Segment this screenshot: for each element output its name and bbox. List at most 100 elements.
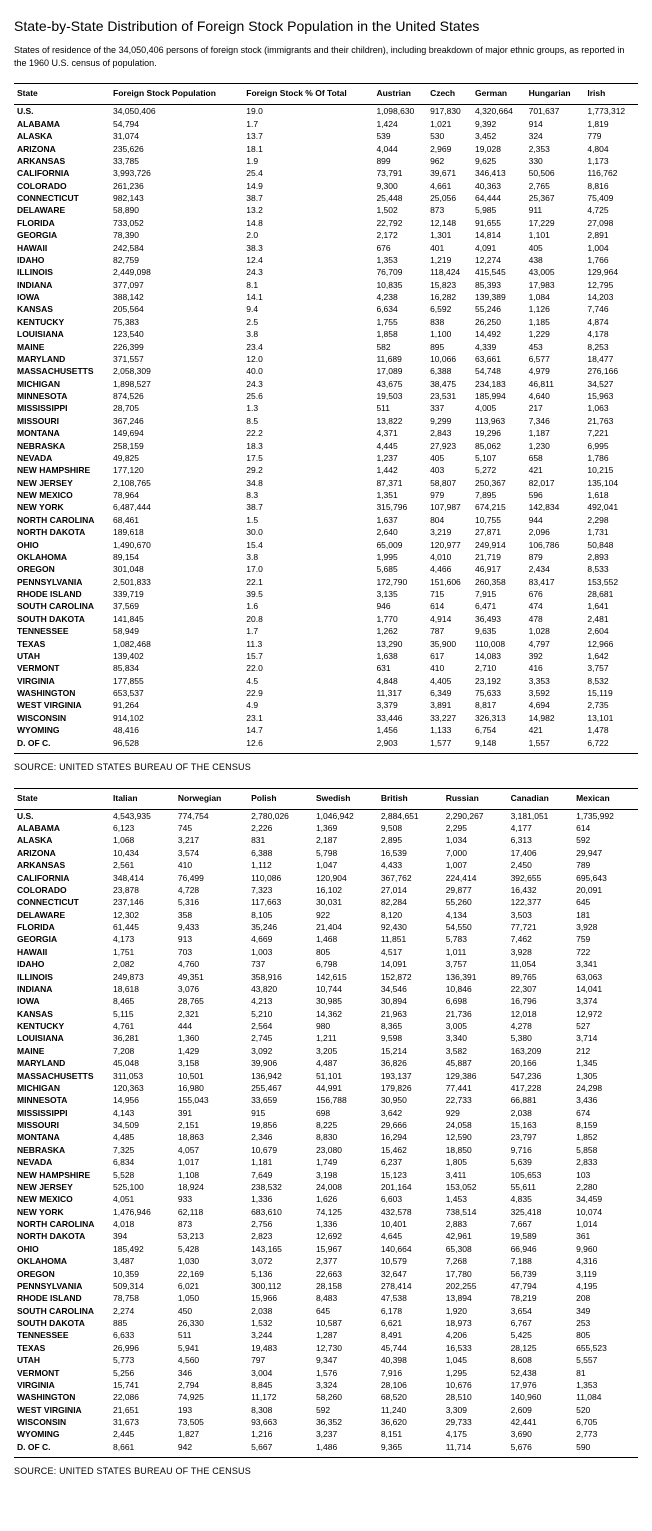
data-cell: 15,462 [378,1144,443,1156]
data-cell: 4,761 [110,1020,175,1032]
data-cell: 110,008 [472,637,526,649]
data-cell: 25,367 [526,192,585,204]
data-cell: 1,995 [373,551,427,563]
data-cell: 11,689 [373,353,427,365]
data-cell: 2,445 [110,1428,175,1440]
data-cell: 7,268 [443,1255,508,1267]
data-cell: 394 [110,1230,175,1242]
data-cell: 89,154 [110,551,243,563]
table-row: FLORIDA61,4459,43335,24621,40492,43054,5… [14,921,638,933]
data-cell: 3,181,051 [508,809,574,822]
data-cell: 805 [573,1329,638,1341]
data-cell: 261,236 [110,179,243,191]
data-cell: 405 [427,452,472,464]
data-cell: 65,009 [373,538,427,550]
data-cell: 61,445 [110,921,175,933]
data-cell: 103 [573,1168,638,1180]
data-cell: 1,305 [573,1069,638,1081]
data-cell: 1,011 [443,946,508,958]
data-cell: 42,961 [443,1230,508,1242]
data-cell: 6,603 [378,1193,443,1205]
data-cell: 14,041 [573,983,638,995]
state-cell: MASSACHUSETTS [14,365,110,377]
data-cell: 185,492 [110,1243,175,1255]
data-cell: 3,714 [573,1032,638,1044]
data-cell: 3,411 [443,1168,508,1180]
data-cell: 46,917 [472,563,526,575]
data-cell: 25.6 [243,390,373,402]
table-row: ALASKA31,07413.75395303,452324779 [14,130,638,142]
data-cell: 8,159 [573,1119,638,1131]
state-cell: MISSISSIPPI [14,402,110,414]
data-cell: 13,894 [443,1292,508,1304]
data-cell: 1,007 [443,859,508,871]
data-cell: 43,005 [526,266,585,278]
data-cell: 2,377 [313,1255,378,1267]
data-cell: 6,834 [110,1156,175,1168]
state-cell: MISSISSIPPI [14,1107,110,1119]
data-cell: 873 [427,204,472,216]
data-cell: 9,299 [427,415,472,427]
table-row: NEVADA49,82517.51,2374055,1076581,786 [14,452,638,464]
data-cell: 4,405 [427,674,472,686]
data-cell: 3,436 [573,1094,638,1106]
data-cell: 698 [313,1107,378,1119]
state-cell: NEVADA [14,1156,110,1168]
data-cell: 11,054 [508,958,574,970]
state-cell: FLORIDA [14,921,110,933]
data-cell: 4,560 [175,1354,248,1366]
data-cell: 421 [526,724,585,736]
data-cell: 8.5 [243,415,373,427]
table-row: MONTANA4,48518,8632,3468,83016,29412,590… [14,1131,638,1143]
data-cell: 16,432 [508,884,574,896]
data-cell: 10,434 [110,847,175,859]
data-cell: 91,264 [110,699,243,711]
data-cell: 1,047 [313,859,378,871]
table-row: COLORADO261,23614.99,3004,66140,3632,765… [14,179,638,191]
state-cell: PENNSYLVANIA [14,575,110,587]
data-cell: 8,465 [110,995,175,1007]
state-cell: MISSOURI [14,1119,110,1131]
table-row: NORTH CAROLINA68,4611.51,63780410,755944… [14,514,638,526]
data-cell: 3,891 [427,699,472,711]
data-cell: 2,794 [175,1379,248,1391]
table-row: OREGON301,04817.05,6854,46646,9172,4348,… [14,563,638,575]
data-cell: 78,219 [508,1292,574,1304]
data-cell: 2,295 [443,822,508,834]
data-cell: 933 [175,1193,248,1205]
data-cell: 330 [526,155,585,167]
data-cell: 922 [313,909,378,921]
data-cell: 1.7 [243,118,373,130]
table-row: ARIZONA10,4343,5746,3885,79816,5397,0001… [14,847,638,859]
data-cell: 9,635 [472,625,526,637]
state-cell: ALASKA [14,834,110,846]
data-cell: 18,973 [443,1317,508,1329]
data-cell: 674 [573,1107,638,1119]
data-cell: 1,028 [526,625,585,637]
data-cell: 5,858 [573,1144,638,1156]
data-cell: 5,676 [508,1441,574,1458]
data-cell: 421 [526,464,585,476]
data-cell: 15,123 [378,1168,443,1180]
state-cell: WEST VIRGINIA [14,1404,110,1416]
table-row: KENTUCKY75,3832.51,75583826,2501,1854,87… [14,316,638,328]
data-cell: 22.2 [243,427,373,439]
table-row: TENNESSEE6,6335113,2441,2878,4914,2065,4… [14,1329,638,1341]
data-cell: 91,655 [472,217,526,229]
data-cell: 1,751 [110,946,175,958]
data-cell: 3,198 [313,1168,378,1180]
data-cell: 26,996 [110,1342,175,1354]
state-cell: WASHINGTON [14,687,110,699]
column-header: Canadian [508,788,574,809]
data-cell: 9,508 [378,822,443,834]
data-cell: 55,611 [508,1181,574,1193]
state-cell: ARIZONA [14,142,110,154]
state-cell: INDIANA [14,983,110,995]
data-cell: 12.0 [243,353,373,365]
table-row: NEW MEXICO78,9648.31,3519797,8955961,618 [14,489,638,501]
data-cell: 9,365 [378,1441,443,1458]
data-cell: 300,112 [248,1280,313,1292]
data-cell: 141,845 [110,613,243,625]
data-cell: 4,143 [110,1107,175,1119]
data-cell: 10,359 [110,1267,175,1279]
